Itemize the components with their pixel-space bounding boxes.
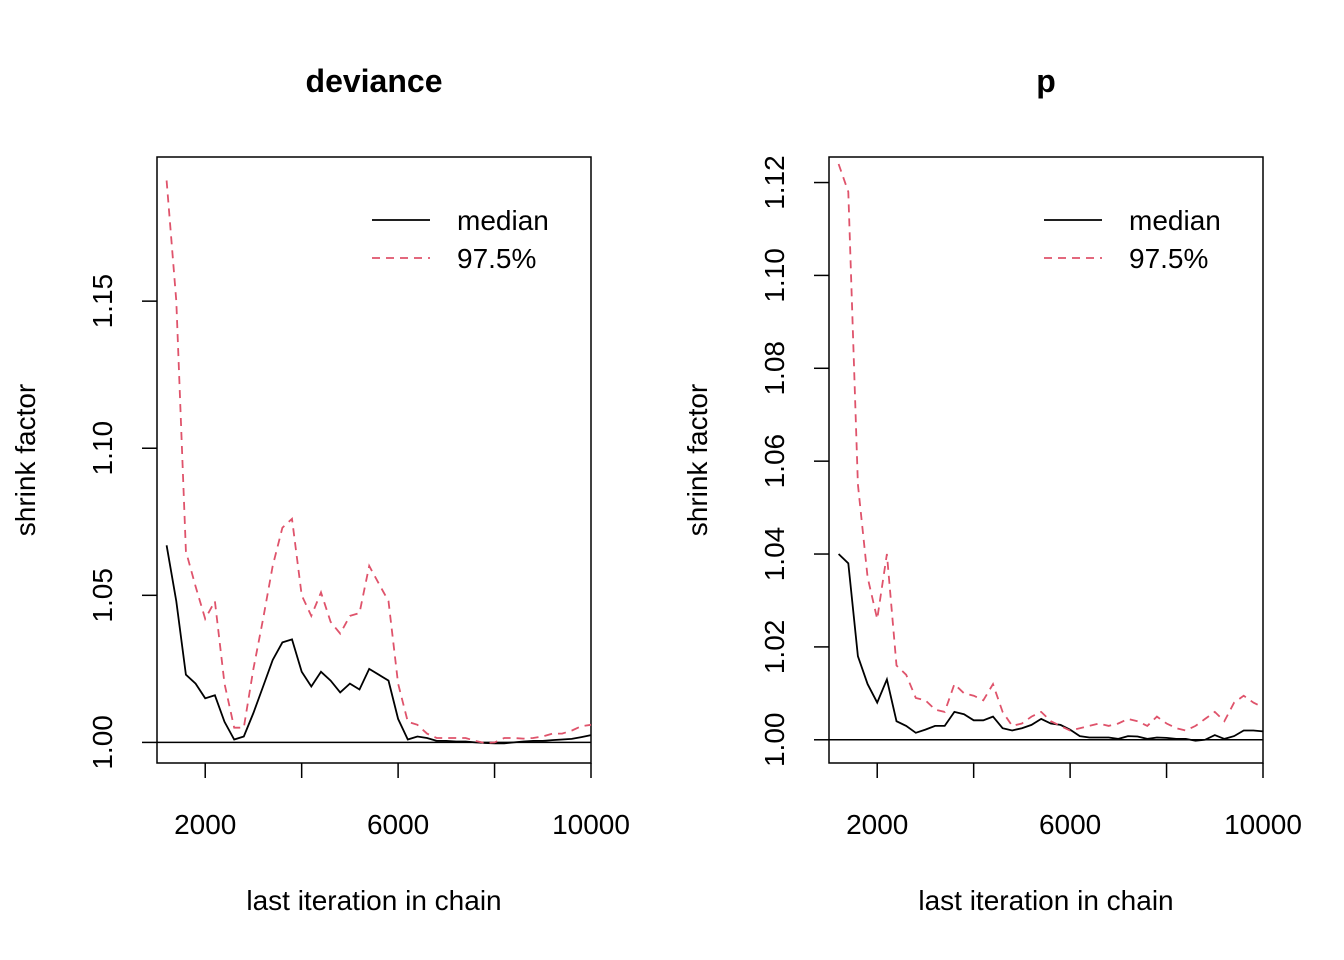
legend-label: 97.5%: [457, 243, 536, 274]
plot-frame: [156, 156, 592, 764]
series-line-upper-975: [837, 163, 1264, 732]
y-tick-label: 1.02: [759, 620, 790, 675]
x-tick-label: 2000: [174, 809, 236, 840]
y-tick-label: 1.04: [759, 527, 790, 582]
series-line-median: [837, 553, 1264, 742]
y-tick-label: 1.15: [87, 274, 118, 329]
chart-title: p: [1036, 63, 1056, 99]
y-tick-label: 1.00: [87, 715, 118, 770]
series-line-median: [165, 545, 592, 745]
legend-label: median: [1129, 205, 1221, 236]
x-tick-label: 6000: [367, 809, 429, 840]
x-axis-label: last iteration in chain: [246, 885, 501, 916]
legend-label: 97.5%: [1129, 243, 1208, 274]
y-tick-label: 1.10: [759, 248, 790, 303]
chart-panel-2: p 2000 6000 10000 1.00 1.02 1.04 1.06 1.08 1.10 1.…: [682, 63, 1302, 916]
plot-frame: [828, 156, 1264, 764]
y-axis-label: shrink factor: [10, 384, 41, 537]
y-tick-label: 1.08: [759, 341, 790, 396]
y-axis-label: shrink factor: [682, 384, 713, 537]
y-tick-label: 1.12: [759, 155, 790, 210]
y-tick-label: 1.10: [87, 421, 118, 476]
chart-panel-1: deviance 2000 6000 10000 1.00 1.05 1.10 1.15 las…: [10, 63, 630, 916]
x-tick-label: 10000: [1224, 809, 1302, 840]
x-tick-label: 2000: [846, 809, 908, 840]
chart-title: deviance: [306, 63, 443, 99]
y-tick-label: 1.05: [87, 568, 118, 623]
x-axis-label: last iteration in chain: [918, 885, 1173, 916]
y-tick-label: 1.06: [759, 434, 790, 489]
legend-label: median: [457, 205, 549, 236]
series-line-upper-975: [165, 180, 592, 744]
y-tick-label: 1.00: [759, 713, 790, 768]
x-tick-label: 10000: [552, 809, 630, 840]
x-tick-label: 6000: [1039, 809, 1101, 840]
